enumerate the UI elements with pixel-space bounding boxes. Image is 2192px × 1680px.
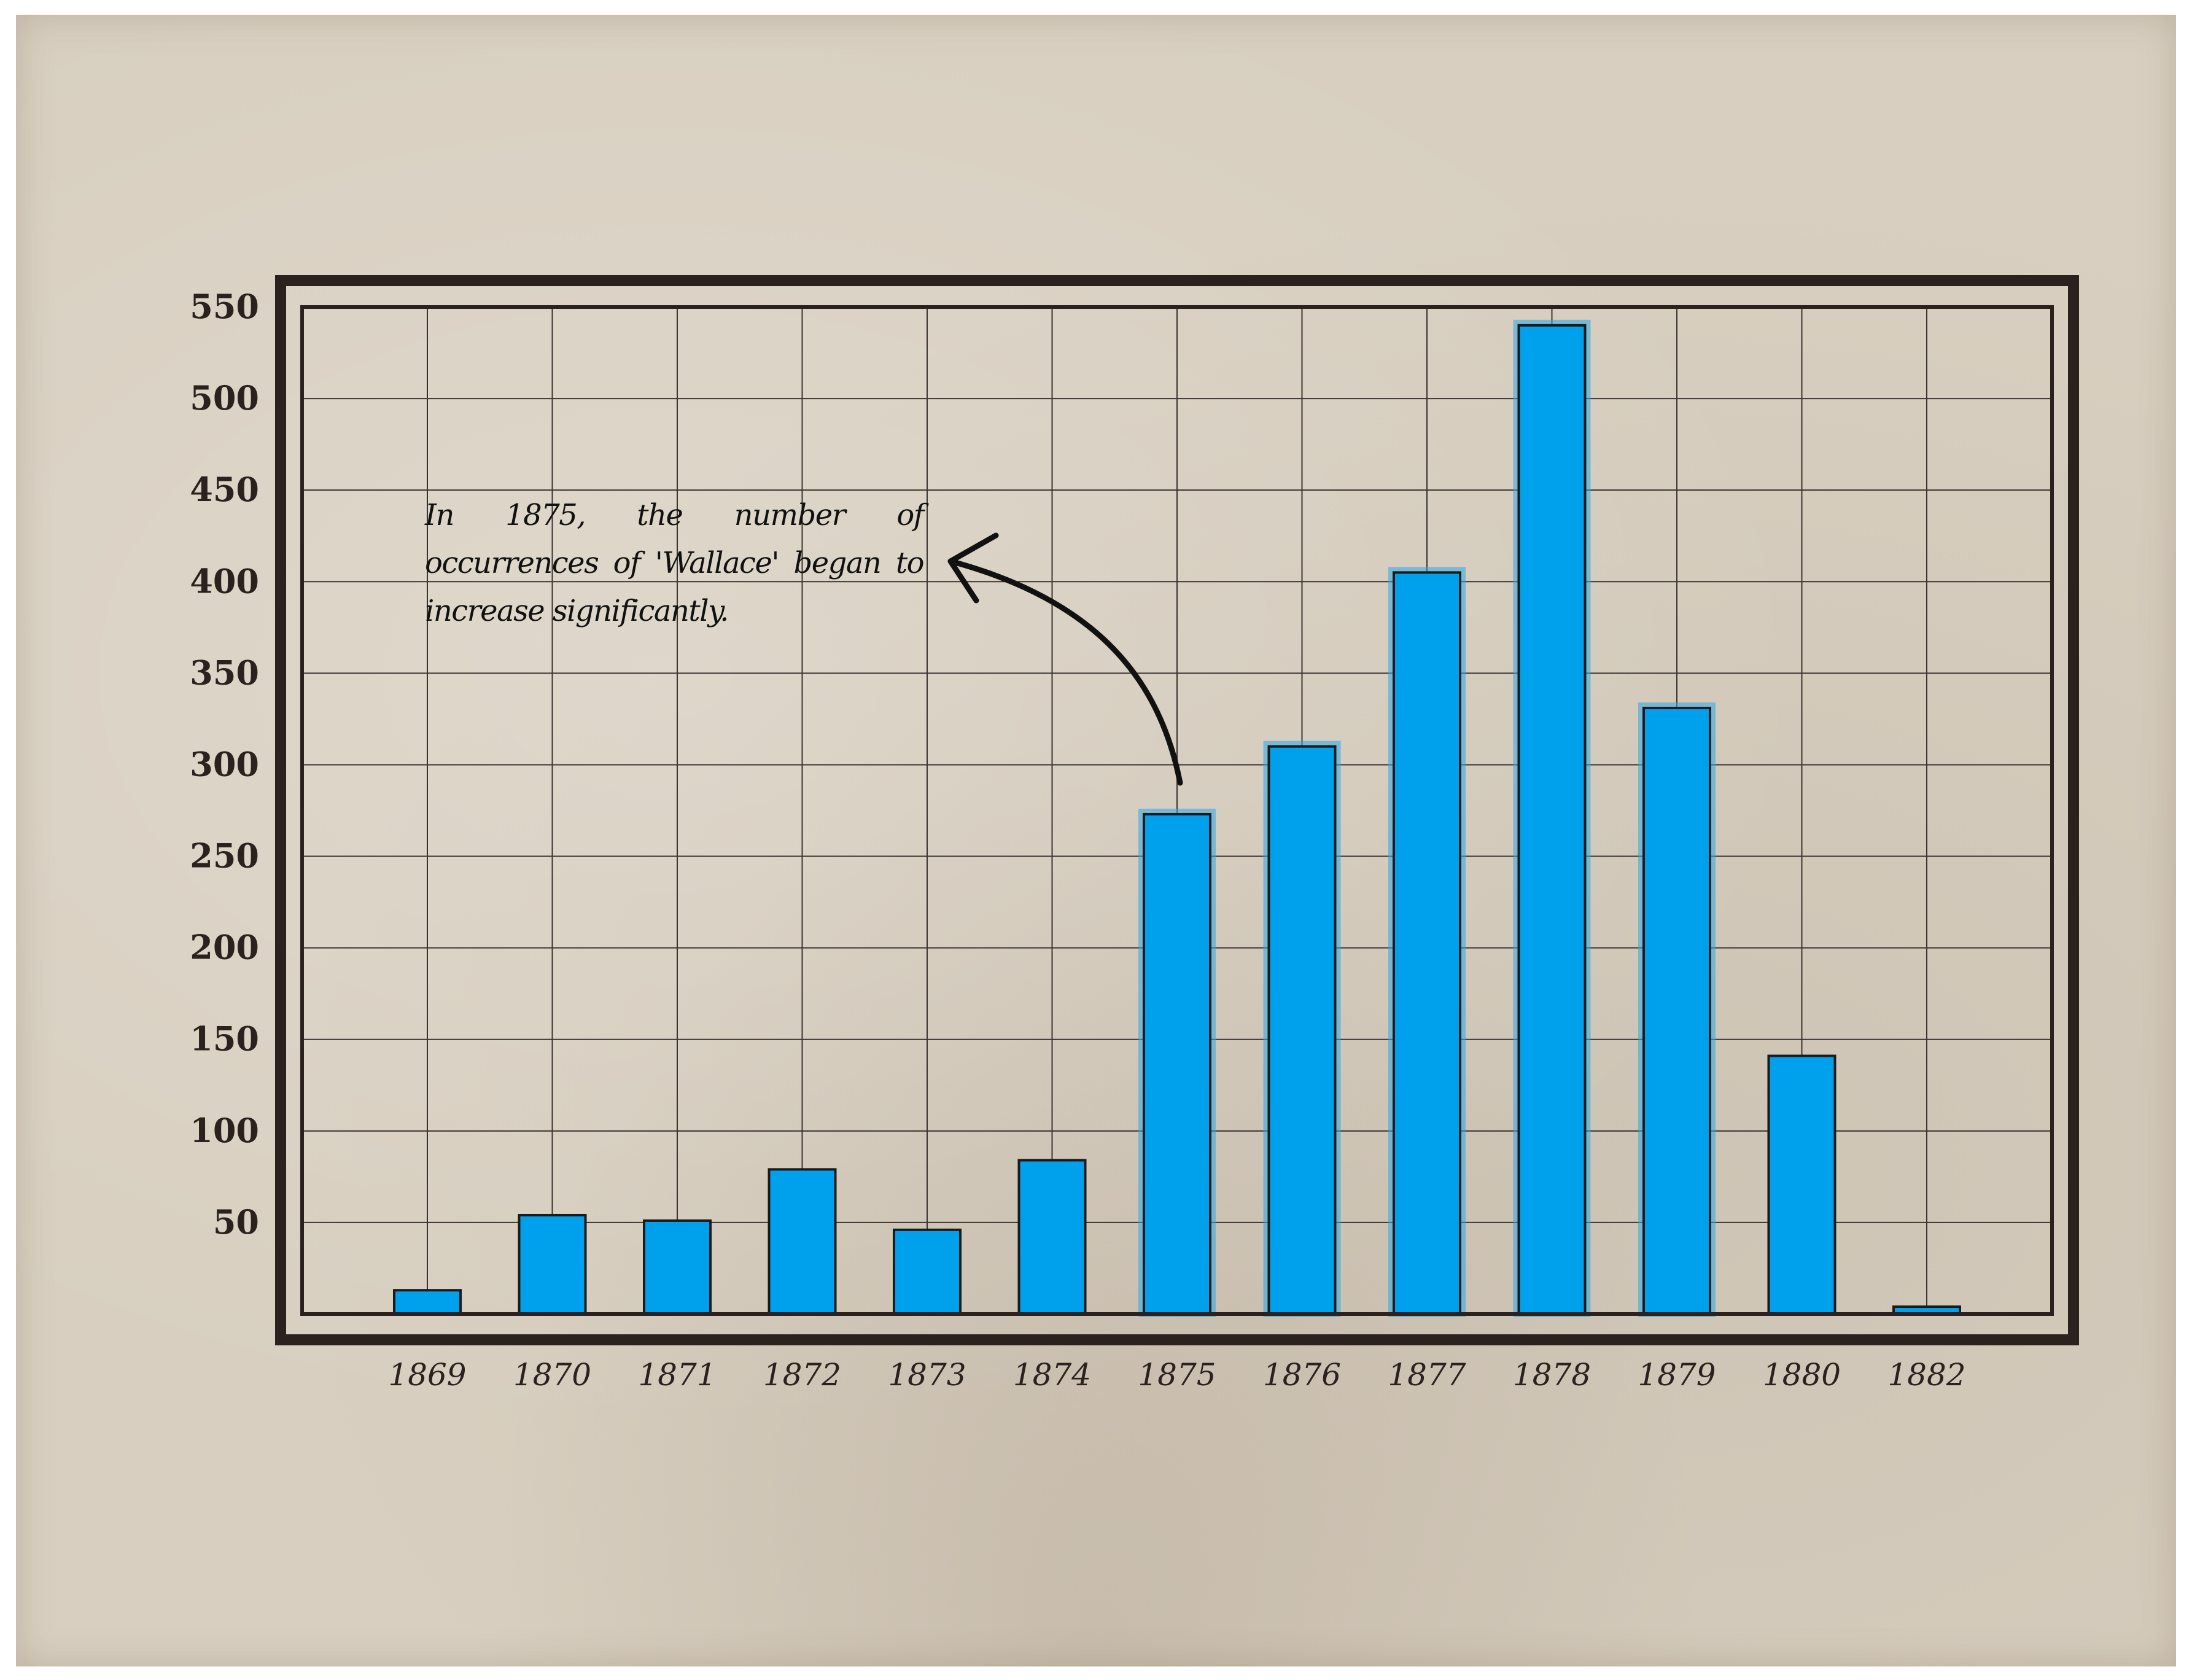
y-tick-label: 400 [190,561,259,601]
x-tick-label: 1870 [513,1357,591,1393]
bar-1874 [1017,1159,1087,1315]
x-tick-label: 1872 [763,1357,841,1393]
annotation-arrow [947,532,1183,786]
annotation-text: In 1875, the number of occurrences of 'W… [425,498,925,628]
bar-1869 [393,1289,462,1315]
bar-1873 [893,1228,962,1315]
x-tick-label: 1880 [1763,1357,1841,1393]
y-tick-label: 150 [190,1019,259,1059]
x-tick-label: 1877 [1388,1357,1466,1393]
bar-1875 [1143,812,1211,1315]
x-tick-label: 1879 [1638,1357,1716,1393]
bars [393,319,1961,1317]
bar-1878 [1517,324,1587,1315]
bar-1870 [518,1213,587,1315]
bar-1871 [643,1219,712,1315]
y-tick-label: 450 [190,470,259,509]
x-tick-label: 1874 [1013,1357,1091,1393]
y-axis-ticks: 50 100 150 200 250 300 350 400 450 500 550 [190,287,259,1242]
frame-outer-border [275,275,2079,1345]
arrow-curve [950,559,1183,786]
x-axis-ticks: 1869 1870 1871 1872 1873 1874 1875 1876 1877 1878… [388,1357,1965,1393]
y-tick-label: 50 [213,1202,259,1242]
bar-1880 [1767,1054,1836,1315]
bar-1879 [1642,707,1711,1315]
x-tick-label: 1871 [638,1357,716,1393]
x-tick-label: 1882 [1887,1357,1965,1393]
chart-frame [275,275,2079,1345]
y-tick-label: 200 [190,928,259,967]
bar-1872 [768,1168,837,1316]
arrow-head [947,532,999,604]
x-tick-label: 1875 [1138,1357,1216,1393]
y-tick-label: 350 [190,653,259,692]
paper-background [16,15,2176,1666]
y-tick-label: 550 [190,287,259,326]
y-tick-label: 500 [190,378,259,418]
frame-inner-border [300,305,2054,1316]
bar-1877 [1393,571,1461,1315]
bar-1876 [1267,745,1337,1315]
x-tick-label: 1876 [1263,1357,1341,1393]
x-tick-label: 1873 [888,1357,966,1393]
x-tick-label: 1878 [1513,1357,1591,1393]
x-tick-label: 1869 [388,1357,466,1393]
y-tick-label: 100 [190,1111,259,1150]
y-tick-label: 250 [190,836,259,876]
y-tick-label: 300 [190,744,259,784]
